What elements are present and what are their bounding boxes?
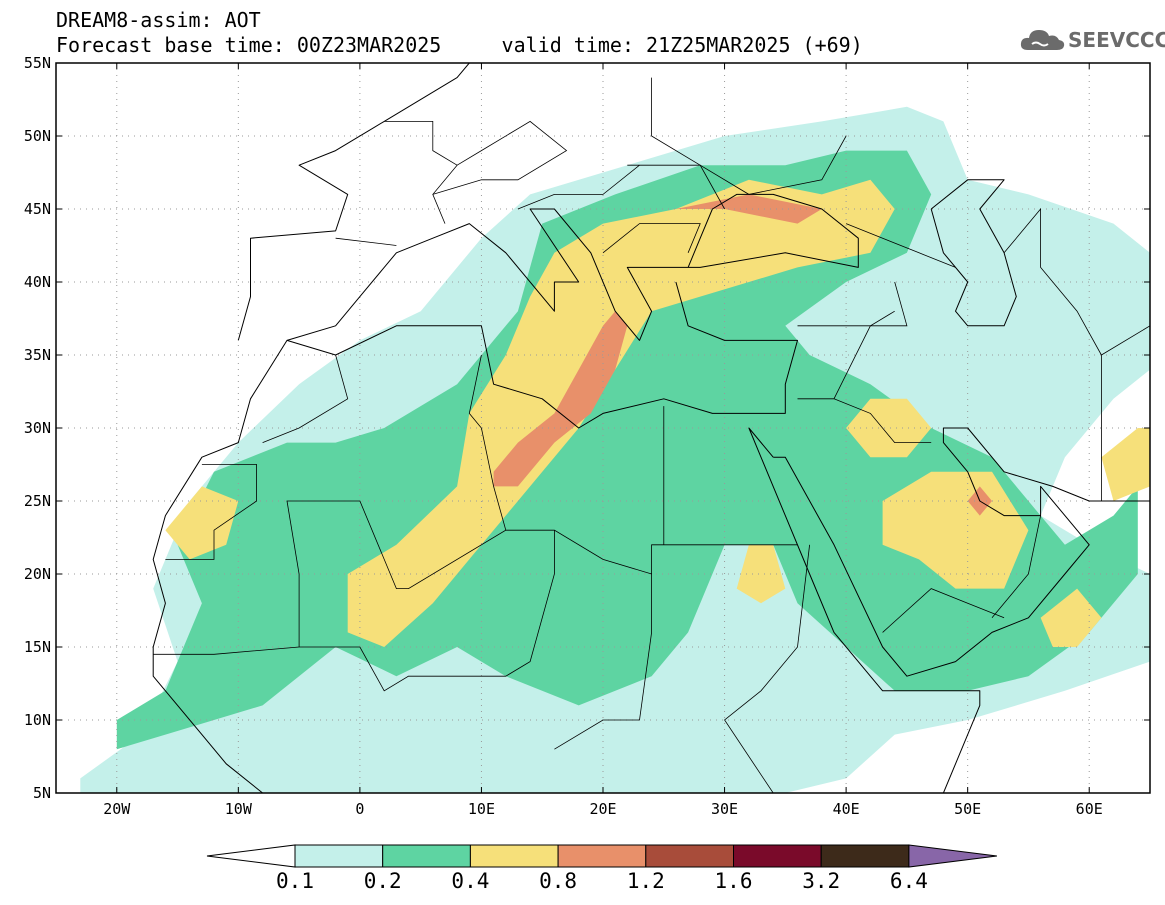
- lat-label: 20N: [24, 565, 51, 583]
- coastline: [930, 179, 1017, 327]
- lon-label: 30E: [711, 800, 738, 818]
- colorbar-low-arrow: [206, 844, 296, 868]
- colorbar-segment: [645, 844, 734, 868]
- lat-label: 10N: [24, 711, 51, 729]
- country-border: [262, 354, 349, 443]
- colorbar-label: 0.4: [451, 869, 489, 893]
- lat-label: 5N: [33, 784, 51, 802]
- colorbar-segment: [733, 844, 822, 868]
- colorbar-label: 0.1: [276, 869, 314, 893]
- lon-label: 20E: [589, 800, 616, 818]
- aot-region-level-3: [1040, 588, 1102, 647]
- cloud-icon: [1020, 30, 1065, 50]
- aot-region-level-4: [493, 311, 628, 487]
- coastline: [773, 427, 1150, 677]
- country-border: [165, 464, 258, 560]
- coastline: [748, 427, 981, 793]
- country-border: [1003, 207, 1102, 356]
- lon-label: 0: [355, 800, 364, 818]
- country-border: [845, 223, 956, 268]
- country-border: [1101, 325, 1150, 501]
- lat-label: 35N: [24, 346, 51, 364]
- lon-label: 10E: [468, 800, 495, 818]
- colorbar-label: 1.2: [627, 869, 665, 893]
- lon-axis: 20W 10W 0 10E 20E 30E 40E 50E 60E: [103, 63, 1103, 818]
- country-border: [335, 237, 397, 246]
- border-layer: [153, 77, 1150, 793]
- colorbar-segment: [557, 844, 647, 868]
- colorbar: 0.1 0.2 0.4 0.8 1.2 1.6 3.2 6.4: [206, 844, 997, 893]
- lon-label: 40E: [833, 800, 860, 818]
- country-border: [833, 281, 908, 399]
- colorbar-label: 6.4: [890, 869, 928, 893]
- coastline-layer: [152, 63, 1150, 793]
- country-border: [432, 120, 568, 195]
- country-border: [554, 574, 652, 750]
- lon-label: 10W: [225, 800, 253, 818]
- dust-layer: [80, 106, 1150, 793]
- colorbar-segment: [469, 844, 559, 868]
- country-border: [602, 223, 701, 254]
- lat-label: 30N: [24, 419, 51, 437]
- map-panel: [56, 63, 1150, 793]
- country-border: [991, 515, 1041, 619]
- valid-time: valid time: 21Z25MAR2025 (+69): [501, 33, 863, 57]
- aot-region-level-3: [347, 179, 895, 648]
- lat-label: 40N: [24, 273, 51, 291]
- country-border: [797, 398, 932, 444]
- aot-region-level-4: [675, 194, 822, 224]
- forecast-times: Forecast base time: 00Z23MAR2025 valid t…: [56, 33, 863, 57]
- colorbar-label: 0.2: [364, 869, 402, 893]
- lon-label: 50E: [954, 800, 981, 818]
- coastline: [237, 63, 470, 341]
- coastline: [152, 281, 798, 793]
- seevccc-logo: SEEVCCC: [1018, 24, 1165, 56]
- lat-label: 50N: [24, 127, 51, 145]
- lat-label: 55N: [24, 54, 51, 72]
- lat-label: 15N: [24, 638, 51, 656]
- aot-region-level-3: [1101, 428, 1150, 501]
- country-border: [153, 530, 555, 692]
- lon-label: 60E: [1076, 800, 1103, 818]
- country-border: [468, 354, 507, 531]
- colorbar-label: 1.6: [715, 869, 753, 893]
- coastline: [286, 193, 859, 341]
- base-time: Forecast base time: 00Z23MAR2025: [56, 33, 442, 57]
- colorbar-segment: [820, 844, 910, 868]
- country-border: [651, 77, 847, 195]
- colorbar-label: 0.8: [539, 869, 577, 893]
- colorbar-high-arrow: [908, 844, 997, 868]
- country-border: [797, 310, 895, 327]
- aot-region-level-3: [165, 486, 239, 560]
- lat-label: 25N: [24, 492, 51, 510]
- country-border: [882, 588, 1005, 633]
- logo-text: SEEVCCC: [1068, 28, 1165, 52]
- colorbar-segment: [382, 844, 471, 868]
- lon-label: 20W: [103, 800, 131, 818]
- country-border: [517, 164, 640, 210]
- colorbar-label: 3.2: [802, 869, 840, 893]
- lat-label: 45N: [24, 200, 51, 218]
- colorbar-segment: [294, 844, 384, 868]
- lat-axis: 55N 50N 45N 40N 35N 30N 25N 20N 15N 10N 5N: [24, 54, 1150, 802]
- map-title: DREAM8-assim: AOT: [56, 8, 261, 32]
- country-border: [724, 544, 810, 793]
- aot-region-level-3: [736, 544, 786, 604]
- country-border: [384, 121, 458, 224]
